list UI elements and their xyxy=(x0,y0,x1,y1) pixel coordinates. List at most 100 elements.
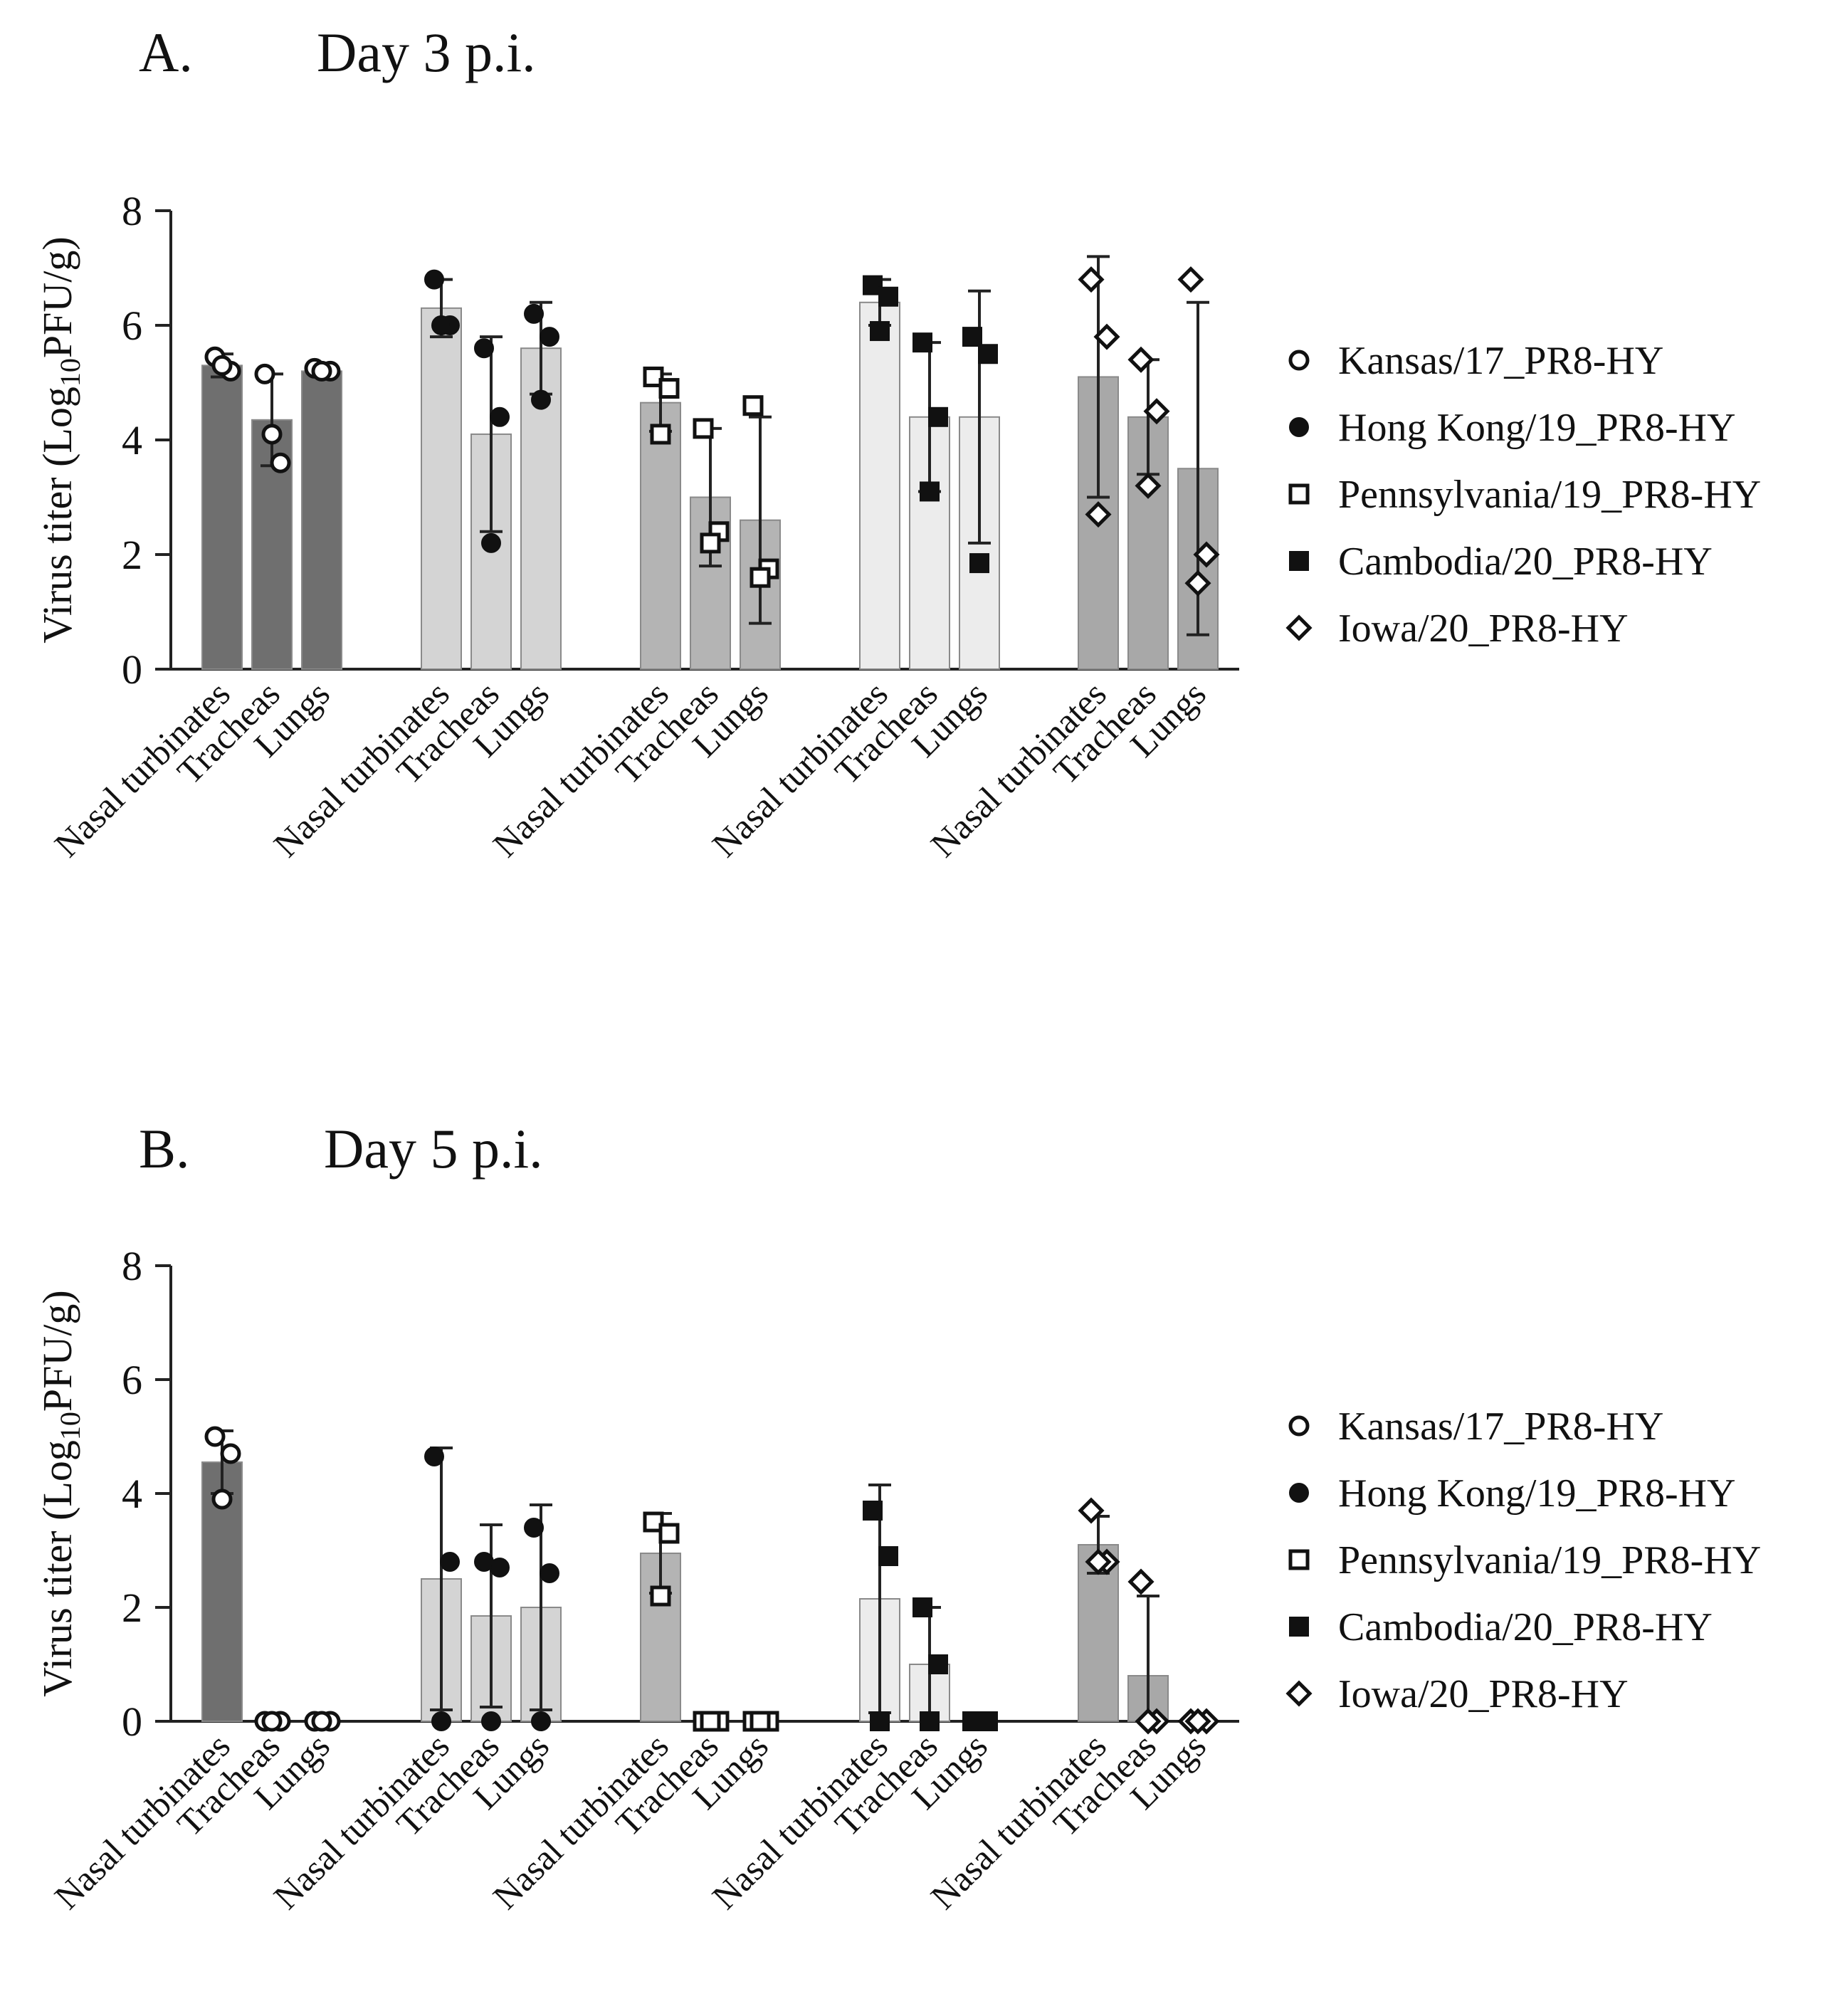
legend-label: Pennsylvania/19_PR8-HY xyxy=(1338,1538,1761,1582)
data-point xyxy=(870,321,890,342)
data-point xyxy=(204,1426,226,1447)
y-tick-label: 0 xyxy=(122,1699,142,1745)
data-point xyxy=(531,389,551,410)
y-axis-label-tail: PFU/g) xyxy=(34,236,80,358)
data-point xyxy=(1135,1708,1162,1735)
data-point xyxy=(912,332,932,353)
panel-letter: B. xyxy=(139,1118,190,1180)
data-point xyxy=(643,1511,664,1533)
data-point xyxy=(490,1558,510,1577)
y-axis-label-subscript: 10 xyxy=(54,358,86,387)
bar xyxy=(301,370,342,671)
legend-marker xyxy=(1289,1483,1309,1503)
y-tick-label: 8 xyxy=(122,188,142,234)
y-axis-label: Virus titer (Log10PFU/g) xyxy=(34,1290,86,1696)
data-point xyxy=(474,338,494,359)
data-point xyxy=(211,1489,233,1510)
legend-marker xyxy=(1289,551,1309,571)
data-point xyxy=(424,1447,444,1466)
data-point xyxy=(928,1654,948,1674)
data-point xyxy=(440,1552,460,1572)
legend: Kansas/17_PR8-HY Hong Kong/19_PR8-HY Penns… xyxy=(1285,1405,1761,1716)
data-point xyxy=(750,567,771,588)
data-point xyxy=(1127,1568,1155,1595)
legend-label: Cambodia/20_PR8-HY xyxy=(1338,1605,1713,1649)
data-point xyxy=(912,1597,932,1617)
data-point xyxy=(524,303,544,324)
data-point xyxy=(1085,501,1112,528)
data-point xyxy=(969,1711,989,1731)
data-point xyxy=(540,1563,559,1583)
data-point xyxy=(920,481,940,502)
data-point xyxy=(978,344,998,364)
data-point xyxy=(431,1711,451,1731)
data-point xyxy=(1184,569,1211,597)
legend-label: Pennsylvania/19_PR8-HY xyxy=(1338,473,1761,517)
data-point xyxy=(431,315,451,335)
legend: Kansas/17_PR8-HY Hong Kong/19_PR8-HY Penns… xyxy=(1285,339,1761,651)
data-point xyxy=(211,355,233,376)
data-point xyxy=(311,1711,332,1732)
y-tick-label: 4 xyxy=(122,1471,142,1517)
data-point xyxy=(1085,1548,1112,1575)
y-axis-label-main: Virus titer (Log xyxy=(34,1440,80,1697)
legend-marker xyxy=(1285,614,1313,641)
data-point xyxy=(650,424,671,445)
legend-label: Kansas/17_PR8-HY xyxy=(1338,339,1663,383)
data-point xyxy=(1078,1497,1105,1524)
legend-marker xyxy=(1289,417,1309,437)
data-point xyxy=(1143,398,1170,425)
data-point xyxy=(750,1711,771,1732)
data-point xyxy=(481,532,501,553)
data-point xyxy=(1193,541,1220,568)
data-point xyxy=(531,1711,551,1731)
legend-marker xyxy=(1285,1680,1313,1707)
data-point xyxy=(969,553,989,574)
legend-label: Kansas/17_PR8-HY xyxy=(1338,1405,1663,1449)
y-tick-label: 0 xyxy=(122,646,142,693)
data-point xyxy=(490,406,510,427)
legend-label: Cambodia/20_PR8-HY xyxy=(1338,540,1713,584)
data-point xyxy=(920,1711,940,1731)
panel-title: Day 5 p.i. xyxy=(324,1118,543,1180)
data-point xyxy=(524,1518,544,1538)
data-point xyxy=(424,269,444,290)
data-point xyxy=(311,360,332,382)
data-point xyxy=(928,406,948,427)
data-point xyxy=(742,395,764,416)
data-point xyxy=(700,1711,721,1732)
legend-marker xyxy=(1288,1549,1310,1570)
data-point xyxy=(658,378,680,399)
legend-label: Hong Kong/19_PR8-HY xyxy=(1338,406,1735,450)
y-tick-label: 6 xyxy=(122,1357,142,1403)
data-point xyxy=(863,1501,883,1521)
data-point xyxy=(270,452,291,473)
y-tick-label: 2 xyxy=(122,532,142,578)
legend-label: Iowa/20_PR8-HY xyxy=(1338,1672,1629,1716)
data-point xyxy=(1135,472,1162,499)
y-axis-label: Virus titer (Log10PFU/g) xyxy=(34,236,86,643)
legend-label: Hong Kong/19_PR8-HY xyxy=(1338,1471,1735,1516)
data-point xyxy=(870,1711,890,1731)
data-point xyxy=(1177,266,1204,293)
legend-marker xyxy=(1288,483,1310,505)
panel-a: A. Day 3 p.i. Virus titer (Log10PFU/g) 0 2 4 6… xyxy=(34,21,1761,865)
data-point xyxy=(650,1585,671,1607)
legend-marker xyxy=(1289,1617,1309,1637)
data-point xyxy=(220,1443,241,1464)
data-point xyxy=(693,418,714,439)
data-point xyxy=(254,363,275,384)
data-point xyxy=(481,1711,501,1731)
legend-marker xyxy=(1288,350,1310,371)
panel-b: B. Day 5 p.i. Virus titer (Log10PFU/g) 0 2 4 6… xyxy=(34,1118,1761,1917)
y-tick-label: 2 xyxy=(122,1585,142,1631)
data-point xyxy=(878,286,898,307)
data-point xyxy=(962,327,982,347)
data-point xyxy=(700,532,721,554)
data-point xyxy=(1127,346,1155,373)
